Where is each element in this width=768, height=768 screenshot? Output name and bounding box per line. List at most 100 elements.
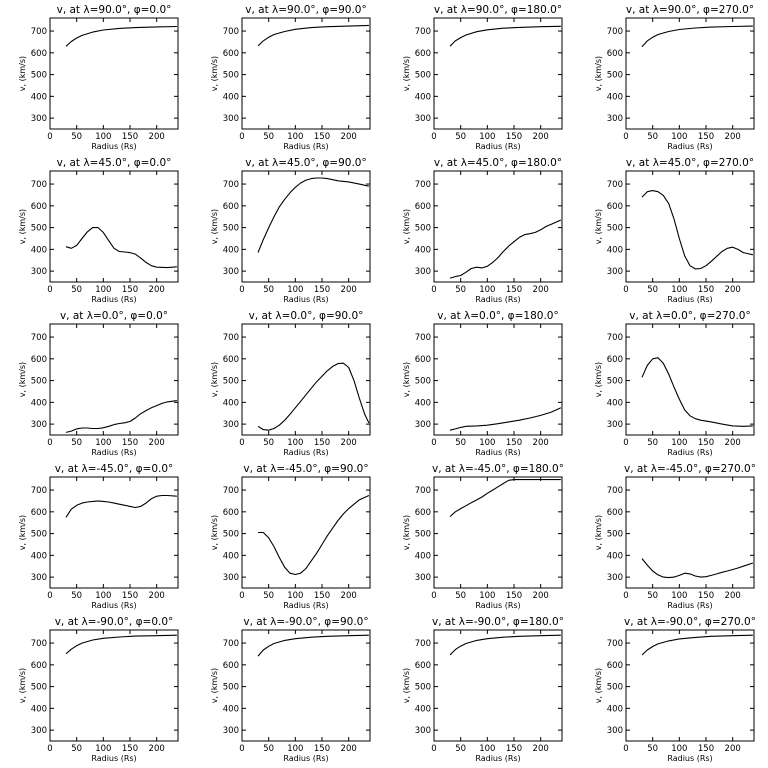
x-tick-label: 150 (314, 591, 330, 601)
x-tick-label: 100 (287, 591, 303, 601)
subplot-6: v, at λ=45.0°, φ=180.0° 0 50 100 150 200 300 40… (402, 157, 563, 304)
x-tick-label: 50 (647, 132, 658, 142)
x-axis-label: Radius (Rs) (475, 295, 520, 304)
x-tick-label: 0 (239, 744, 244, 754)
x-tick-label: 200 (725, 438, 741, 448)
x-tick-label: 50 (71, 132, 82, 142)
series-line (641, 190, 754, 270)
y-tick-label: 400 (607, 704, 623, 714)
x-tick-label: 50 (263, 285, 274, 295)
x-tick-label: 200 (533, 132, 549, 142)
x-tick-label: 200 (725, 591, 741, 601)
plot-frame (241, 170, 371, 283)
x-tick-label: 0 (47, 591, 52, 601)
x-tick-label: 50 (455, 744, 466, 754)
x-tick-label: 200 (341, 438, 357, 448)
y-tick-label: 500 (607, 224, 623, 234)
y-tick-label: 400 (31, 398, 47, 408)
y-tick-label: 300 (31, 726, 47, 736)
x-tick-label: 150 (506, 132, 522, 142)
x-tick-label: 150 (698, 744, 714, 754)
x-tick-label: 150 (314, 285, 330, 295)
subplot-title: v, at λ=-90.0°, φ=180.0° (432, 616, 564, 628)
y-tick-label: 600 (607, 49, 623, 59)
y-tick-label: 500 (607, 377, 623, 387)
y-axis-label: v, (km/s) (210, 209, 219, 244)
x-tick-label: 50 (647, 285, 658, 295)
y-tick-label: 700 (223, 27, 239, 37)
plot-frame (241, 17, 371, 130)
y-tick-label: 700 (607, 180, 623, 190)
x-tick-label: 50 (455, 132, 466, 142)
y-tick-label: 600 (415, 355, 431, 365)
y-tick-label: 500 (415, 224, 431, 234)
x-axis-label: Radius (Rs) (91, 448, 136, 457)
y-tick-label: 500 (607, 71, 623, 81)
x-tick-label: 150 (506, 438, 522, 448)
plot-frame (49, 17, 179, 130)
y-tick-label: 700 (223, 486, 239, 496)
subplot-2: v, at λ=90.0°, φ=180.0° 0 50 100 150 200 300 40… (402, 4, 563, 151)
y-tick-label: 600 (607, 661, 623, 671)
y-tick-label: 300 (415, 267, 431, 277)
subplot-3: v, at λ=90.0°, φ=270.0° 0 50 100 150 200 300 40… (594, 4, 755, 151)
y-tick-label: 300 (415, 114, 431, 124)
y-axis-label: v, (km/s) (594, 56, 603, 91)
series-line (65, 400, 177, 433)
x-tick-label: 0 (239, 132, 244, 142)
subplot-8: v, at λ=0.0°, φ=0.0° 0 50 100 150 200 300 400 50… (18, 310, 179, 457)
y-tick-label: 600 (31, 355, 47, 365)
x-tick-label: 150 (122, 591, 138, 601)
y-tick-label: 400 (31, 92, 47, 102)
subplot-13: v, at λ=-45.0°, φ=90.0° 0 50 100 150 200 300 40… (210, 463, 371, 610)
x-tick-label: 150 (698, 132, 714, 142)
y-tick-label: 600 (223, 49, 239, 59)
x-tick-label: 100 (287, 744, 303, 754)
y-tick-label: 600 (607, 508, 623, 518)
x-tick-label: 200 (341, 744, 357, 754)
x-tick-label: 0 (47, 132, 52, 142)
x-tick-label: 100 (287, 438, 303, 448)
y-tick-label: 400 (223, 551, 239, 561)
y-tick-label: 300 (223, 573, 239, 583)
subplot-title: v, at λ=45.0°, φ=270.0° (626, 157, 754, 169)
x-tick-label: 50 (647, 438, 658, 448)
y-tick-label: 500 (415, 377, 431, 387)
y-tick-label: 700 (607, 27, 623, 37)
x-tick-label: 100 (671, 438, 687, 448)
y-tick-label: 400 (415, 92, 431, 102)
y-axis-label: v, (km/s) (594, 668, 603, 703)
x-tick-label: 0 (47, 744, 52, 754)
x-tick-label: 0 (47, 285, 52, 295)
x-tick-label: 0 (623, 744, 628, 754)
y-tick-label: 300 (607, 267, 623, 277)
y-axis-label: v, (km/s) (18, 209, 27, 244)
y-tick-label: 700 (415, 180, 431, 190)
x-tick-label: 150 (506, 744, 522, 754)
y-tick-label: 400 (607, 245, 623, 255)
subplot-title: v, at λ=-45.0°, φ=270.0° (624, 463, 756, 475)
series-line (449, 219, 562, 279)
x-tick-label: 150 (314, 744, 330, 754)
series-line (258, 495, 370, 576)
x-tick-label: 200 (533, 744, 549, 754)
subplot-title: v, at λ=-45.0°, φ=90.0° (243, 463, 368, 475)
y-tick-label: 600 (31, 202, 47, 212)
y-tick-label: 700 (223, 639, 239, 649)
series-line (257, 634, 369, 657)
subplot-title: v, at λ=45.0°, φ=0.0° (57, 157, 172, 169)
y-tick-label: 700 (607, 486, 623, 496)
x-tick-label: 100 (479, 591, 495, 601)
x-tick-label: 150 (698, 591, 714, 601)
x-axis-label: Radius (Rs) (91, 142, 136, 151)
plot-frame (433, 170, 563, 283)
x-tick-label: 100 (479, 285, 495, 295)
x-tick-label: 50 (263, 744, 274, 754)
y-tick-label: 300 (415, 420, 431, 430)
y-tick-label: 600 (607, 202, 623, 212)
subplot-title: v, at λ=90.0°, φ=90.0° (245, 4, 366, 16)
y-tick-label: 300 (223, 267, 239, 277)
x-tick-label: 150 (122, 285, 138, 295)
x-tick-label: 50 (263, 591, 274, 601)
y-axis-label: v, (km/s) (402, 362, 411, 397)
